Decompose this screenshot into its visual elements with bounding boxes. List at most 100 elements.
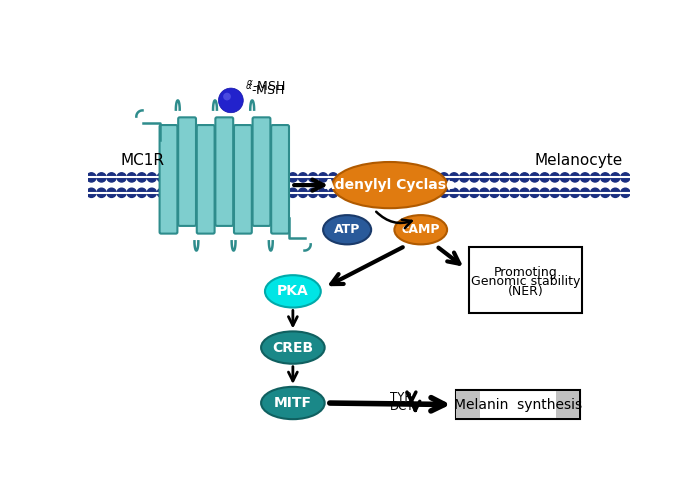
Circle shape [117, 188, 126, 197]
Circle shape [223, 93, 231, 101]
Circle shape [591, 188, 600, 197]
Ellipse shape [261, 331, 325, 364]
Circle shape [560, 173, 570, 182]
Text: PKA: PKA [277, 284, 309, 298]
Bar [456, 390, 580, 419]
Text: $^{\alpha}$-MSH: $^{\alpha}$-MSH [245, 84, 284, 98]
Circle shape [429, 188, 439, 197]
FancyBboxPatch shape [216, 117, 233, 226]
Circle shape [167, 173, 176, 182]
Circle shape [510, 188, 519, 197]
Circle shape [610, 188, 620, 197]
Circle shape [208, 188, 217, 197]
Circle shape [208, 173, 217, 182]
Circle shape [459, 188, 469, 197]
Circle shape [158, 173, 167, 182]
Ellipse shape [265, 275, 321, 307]
Circle shape [490, 188, 499, 197]
Text: Melanocyte: Melanocyte [534, 153, 622, 168]
Circle shape [87, 188, 96, 197]
FancyBboxPatch shape [253, 117, 270, 226]
Circle shape [328, 173, 338, 182]
Ellipse shape [332, 162, 447, 208]
Circle shape [298, 188, 307, 197]
Circle shape [530, 188, 539, 197]
Circle shape [449, 188, 459, 197]
Text: TYR: TYR [390, 391, 412, 404]
Circle shape [228, 188, 237, 197]
Circle shape [540, 173, 550, 182]
Circle shape [177, 188, 187, 197]
Circle shape [419, 188, 428, 197]
FancyBboxPatch shape [234, 125, 252, 233]
Circle shape [117, 173, 126, 182]
Circle shape [540, 188, 550, 197]
Circle shape [158, 188, 167, 197]
Circle shape [97, 188, 106, 197]
Circle shape [359, 188, 368, 197]
Bar [456, 391, 480, 418]
Circle shape [127, 173, 136, 182]
Circle shape [440, 188, 449, 197]
Circle shape [580, 188, 589, 197]
Circle shape [550, 188, 559, 197]
Circle shape [188, 188, 197, 197]
Ellipse shape [323, 215, 371, 244]
Circle shape [278, 173, 288, 182]
Circle shape [147, 188, 157, 197]
Circle shape [429, 173, 439, 182]
Circle shape [318, 173, 328, 182]
Circle shape [248, 173, 257, 182]
Circle shape [87, 173, 96, 182]
Circle shape [339, 188, 348, 197]
Circle shape [238, 188, 247, 197]
Circle shape [369, 173, 378, 182]
Circle shape [399, 188, 408, 197]
Circle shape [258, 188, 267, 197]
FancyBboxPatch shape [178, 117, 196, 226]
Circle shape [218, 173, 227, 182]
Bar [469, 247, 582, 312]
Circle shape [480, 188, 489, 197]
Circle shape [127, 188, 136, 197]
Circle shape [520, 173, 529, 182]
Text: (NER): (NER) [508, 285, 543, 298]
Text: Melanin  synthesis: Melanin synthesis [454, 397, 582, 411]
Circle shape [107, 173, 116, 182]
Circle shape [621, 173, 630, 182]
Text: MITF: MITF [274, 396, 312, 410]
Circle shape [490, 173, 499, 182]
Circle shape [359, 173, 368, 182]
Circle shape [621, 188, 630, 197]
Circle shape [570, 173, 580, 182]
Ellipse shape [394, 215, 447, 244]
Circle shape [419, 173, 428, 182]
Bar [556, 391, 579, 418]
Circle shape [560, 188, 570, 197]
Circle shape [530, 173, 539, 182]
Circle shape [339, 173, 348, 182]
Circle shape [601, 173, 610, 182]
Circle shape [440, 173, 449, 182]
Circle shape [500, 188, 509, 197]
Circle shape [409, 173, 419, 182]
Circle shape [107, 188, 116, 197]
Circle shape [288, 188, 298, 197]
Circle shape [218, 188, 227, 197]
Circle shape [409, 188, 419, 197]
Circle shape [459, 173, 469, 182]
Circle shape [188, 173, 197, 182]
Circle shape [268, 173, 277, 182]
Circle shape [258, 173, 267, 182]
Circle shape [197, 188, 207, 197]
Circle shape [550, 173, 559, 182]
Text: DCT: DCT [390, 400, 414, 413]
FancyBboxPatch shape [271, 125, 289, 233]
Circle shape [389, 188, 398, 197]
Circle shape [520, 188, 529, 197]
Ellipse shape [261, 387, 325, 419]
Circle shape [349, 173, 358, 182]
Circle shape [147, 173, 157, 182]
FancyBboxPatch shape [160, 125, 177, 233]
Circle shape [389, 173, 398, 182]
